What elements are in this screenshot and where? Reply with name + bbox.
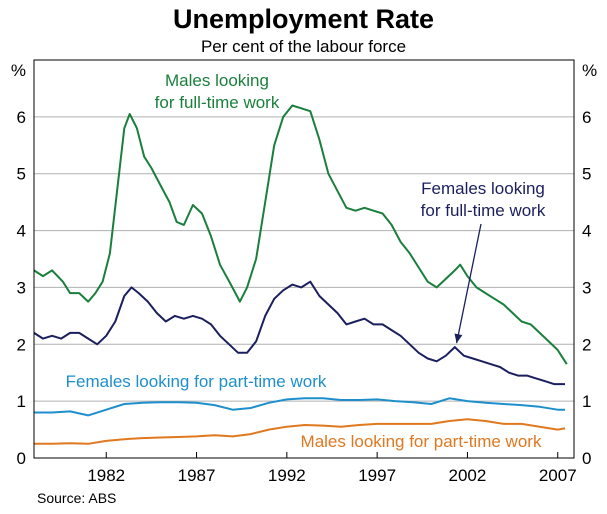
x-tick-label-1982: 1982 [87,466,125,485]
y-tick-label-left-0: 0 [17,449,26,468]
x-tick-label-1987: 1987 [178,466,216,485]
series-line-2 [34,397,565,417]
source-note: Source: ABS [37,490,117,506]
y-tick-label-left-2: 2 [17,335,26,354]
series-line-3 [34,418,566,445]
series-label-3-line-0: Males looking for part-time work [301,432,542,451]
y-tick-label-right-3: 3 [582,278,591,297]
x-tick-label-2007: 2007 [539,466,577,485]
series-label-1-line-0: Females looking [421,179,545,198]
series-label-0-line-0: Males looking [165,71,269,90]
y-tick-label-left-5: 5 [17,165,26,184]
axes: 0 0 1 1 2 2 3 3 4 4 5 5 6 6% % 1982 1987 1992 1997 2002 2007 [11,59,597,485]
y-tick-label-right-6: 6 [582,108,591,127]
series-label-2-line-0: Females looking for part-time work [66,372,327,391]
y-tick-label-left-6: 6 [17,108,26,127]
x-tick-label-1997: 1997 [358,466,396,485]
y-tick-label-right-0: 0 [582,449,591,468]
series-line-1 [33,280,565,386]
grid-lines [34,116,574,402]
annotation-arrow-head [454,333,463,344]
series-label-0-line-1: for full-time work [155,93,280,112]
chart-title: Unemployment Rate [172,4,435,34]
series-lines [33,104,568,445]
x-tick-label-2002: 2002 [449,466,487,485]
y-tick-label-right-4: 4 [582,222,591,241]
y-tick-label-right-2: 2 [582,335,591,354]
chart-subtitle: Per cent of the labour force [200,37,407,56]
y-tick-label-left-3: 3 [17,278,26,297]
y-tick-label-left-4: 4 [17,222,26,241]
annotation-arrow-line [455,223,482,344]
x-tick-label-1992: 1992 [268,466,306,485]
y-tick-label-left-1: 1 [17,392,26,411]
y-tick-label-right-1: 1 [582,392,591,411]
series-line-0 [33,104,568,365]
series-label-1-line-1: for full-time work [421,201,546,220]
y-unit-label-left: % [11,61,26,80]
y-unit-label-right: % [582,61,597,80]
y-tick-label-right-5: 5 [582,165,591,184]
plot-frame [33,59,575,459]
series-labels: Males looking for full-time work Females l… [66,71,546,451]
